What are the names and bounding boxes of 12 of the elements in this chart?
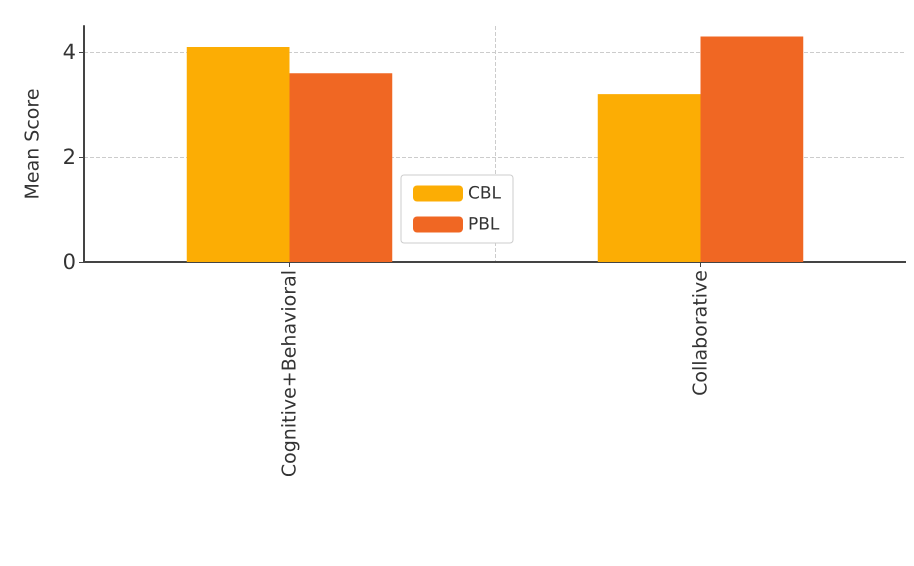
y-tick-label: 4 bbox=[62, 40, 76, 64]
y-axis-title: Mean Score bbox=[22, 88, 44, 200]
bar bbox=[290, 73, 392, 262]
bar bbox=[598, 94, 700, 262]
bar bbox=[700, 36, 804, 262]
x-tick-label: Cognitive+Behavioral bbox=[278, 270, 300, 478]
y-tick-label: 2 bbox=[62, 145, 76, 170]
legend-label: PBL bbox=[468, 214, 500, 234]
y-tick-label: 0 bbox=[62, 250, 76, 274]
x-tick-label: Collaborative bbox=[690, 270, 712, 396]
legend-label: CBL bbox=[468, 184, 502, 204]
bar bbox=[186, 46, 290, 262]
